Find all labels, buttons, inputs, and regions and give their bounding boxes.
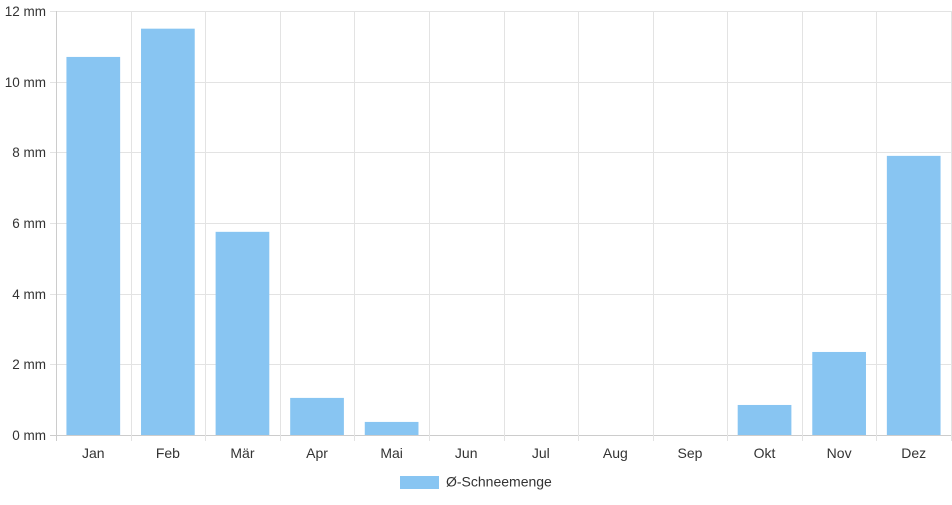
legend-label-snowfall[interactable]: Ø-Schneemenge bbox=[446, 474, 552, 490]
y-tick-label-6: 6 mm bbox=[12, 216, 46, 231]
bar-Apr[interactable] bbox=[290, 397, 344, 435]
x-tick-label-Apr: Apr bbox=[306, 445, 328, 461]
legend-swatch-snowfall[interactable] bbox=[400, 476, 439, 489]
y-tick-label-4: 4 mm bbox=[12, 287, 46, 302]
grid-lines bbox=[50, 11, 952, 441]
y-tick-label-10: 10 mm bbox=[5, 75, 46, 90]
bar-Dez[interactable] bbox=[886, 155, 941, 435]
x-tick-label-Dez: Dez bbox=[901, 445, 926, 461]
bar-Feb[interactable] bbox=[141, 28, 195, 436]
bar-Nov[interactable] bbox=[812, 351, 866, 435]
y-tick-label-0: 0 mm bbox=[12, 428, 46, 443]
x-tick-label-Sep: Sep bbox=[677, 445, 702, 461]
bar-Jan[interactable] bbox=[66, 56, 121, 435]
x-tick-label-Mai: Mai bbox=[380, 445, 403, 461]
legend[interactable]: Ø-Schneemenge bbox=[400, 474, 552, 490]
x-tick-label-Nov: Nov bbox=[827, 445, 852, 461]
y-tick-label-2: 2 mm bbox=[12, 357, 46, 372]
x-tick-label-Jan: Jan bbox=[82, 445, 105, 461]
x-tick-label-Feb: Feb bbox=[156, 445, 180, 461]
x-tick-label-Jul: Jul bbox=[532, 445, 550, 461]
bar-Okt[interactable] bbox=[737, 404, 792, 435]
x-tick-label-Jun: Jun bbox=[455, 445, 478, 461]
bar-Mär[interactable] bbox=[215, 231, 270, 435]
x-axis-tick-labels: Jan Feb Mär Apr Mai Jun Jul Aug Sep Okt Nov Dez bbox=[82, 445, 926, 461]
bar-Mai[interactable] bbox=[364, 421, 419, 435]
y-axis-tick-labels: 0 mm 2 mm 4 mm 6 mm 8 mm 10 mm 12 mm bbox=[5, 4, 46, 443]
bars bbox=[66, 28, 941, 436]
x-tick-label-Mär: Mär bbox=[230, 445, 254, 461]
y-tick-label-8: 8 mm bbox=[12, 145, 46, 160]
x-tick-label-Aug: Aug bbox=[603, 445, 628, 461]
y-tick-label-12: 12 mm bbox=[5, 4, 46, 19]
x-tick-label-Okt: Okt bbox=[754, 445, 776, 461]
